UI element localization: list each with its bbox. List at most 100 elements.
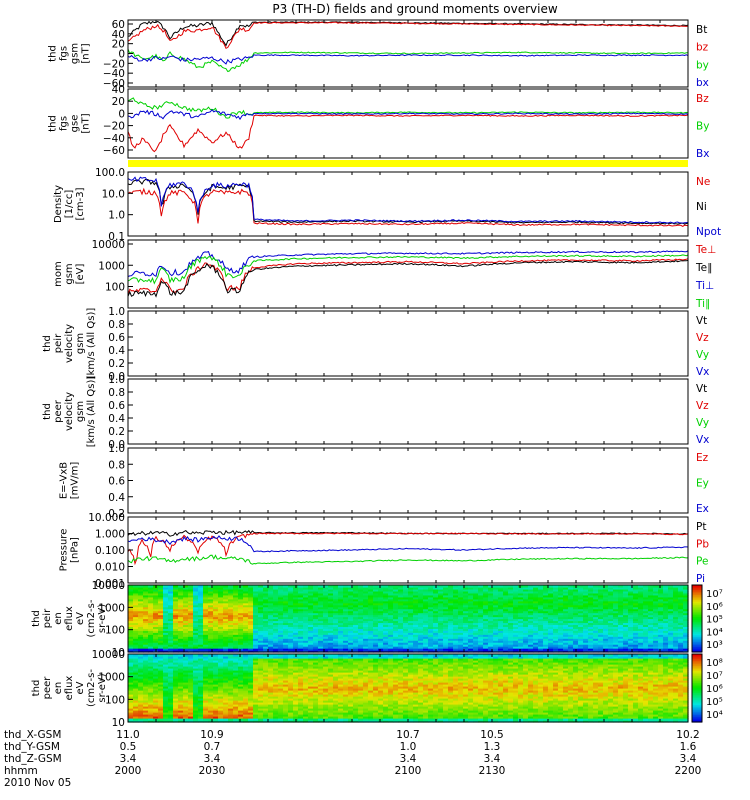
legend-y: by (696, 59, 709, 71)
y-tick-label: 0.0 (108, 371, 125, 383)
y-tick-label: 0.010 (95, 562, 125, 574)
y-axis-label: velocity (64, 392, 75, 431)
y-axis-label: sr-eV) (97, 673, 108, 702)
legend-vz: Vz (696, 400, 709, 412)
y-tick-label: 1.0 (108, 210, 125, 222)
y-axis-label: (cm2-s- (86, 669, 97, 707)
x-tick-label: 2100 (395, 765, 422, 777)
legend-y: Npot (696, 226, 721, 238)
y-tick-label: 0.6 (108, 332, 125, 344)
legend-z: Te∥ (695, 262, 712, 274)
legend-t: Ne (696, 176, 710, 188)
colorbar-tick-label: 10⁶ (706, 602, 723, 613)
y-tick-label: 10000 (92, 580, 125, 592)
y-tick-label: −60 (103, 78, 125, 90)
y-tick-label: 100 (105, 282, 125, 294)
legend-y: By (696, 121, 709, 133)
y-tick-label: −40 (103, 133, 125, 145)
y-axis-label: [nPa] (70, 537, 81, 563)
y-tick-label: 10 (112, 647, 125, 659)
x-tick-label: 0.7 (204, 741, 221, 753)
y-axis-label: thd (48, 115, 59, 132)
y-axis-label: peer (53, 399, 64, 423)
y-axis-label: E=-VxB (59, 462, 70, 499)
legend-t: Pt (696, 521, 706, 533)
y-tick-label: 1.000 (95, 529, 125, 541)
legend-vt: Vt (696, 383, 707, 395)
x-tick-label: 10.9 (200, 729, 223, 741)
x-tick-label: 11.0 (116, 729, 139, 741)
x-row-label: thd_Y-GSM (4, 741, 60, 753)
legend-ex: Ex (696, 503, 709, 515)
series-y-line (127, 554, 688, 565)
y-axis-label: eV (75, 612, 86, 625)
series-z-line (127, 21, 689, 49)
x-tick-label: 1.0 (400, 741, 417, 753)
y-tick-label: 100 (105, 694, 125, 706)
legend-ey: Ey (696, 478, 709, 490)
legend-z: bz (696, 42, 709, 54)
colorbar-tick-label: 10⁷ (706, 671, 723, 682)
legend-x: Bz (696, 93, 709, 105)
series-x-line (127, 254, 689, 285)
y-tick-label: 0.001 (95, 578, 125, 590)
legend-t: Bx (696, 148, 709, 160)
y-tick-label: −20 (103, 58, 125, 70)
x-row-label: thd_Z-GSM (4, 753, 62, 765)
series-x-line (127, 114, 689, 153)
legend-t: Bt (696, 24, 707, 36)
y-axis-label: [km/s (All Qs)] (86, 308, 97, 380)
x-tick-label: 3.4 (204, 753, 221, 765)
y-axis-label: gsm (64, 263, 75, 284)
y-axis-label: peer (42, 676, 53, 700)
y-tick-label: 0.0 (108, 439, 125, 451)
y-tick-label: 0.2 (108, 508, 125, 520)
y-tick-label: 0.8 (108, 319, 125, 331)
y-axis-label: eV (75, 681, 86, 694)
legend-x: bx (696, 77, 709, 89)
legend-vt: Vt (696, 315, 707, 327)
y-tick-label: 0.4 (108, 345, 125, 357)
y-axis-label: [km/s (All Qs)] (86, 376, 97, 448)
x-tick-label: 2130 (479, 765, 506, 777)
x-row-label: thd_X-GSM (4, 729, 61, 741)
y-tick-label: 1000 (98, 260, 125, 272)
y-axis-label: thd (31, 610, 42, 627)
series-z-line (127, 259, 689, 298)
y-axis-label: sr-eV) (97, 604, 108, 633)
legend-vy: Vy (696, 349, 709, 361)
y-tick-label: 0.6 (108, 476, 125, 488)
y-tick-label: 10000 (92, 649, 125, 661)
x-tick-label: 3.4 (484, 753, 501, 765)
y-axis-label: thd (42, 335, 53, 352)
y-axis-label: (cm2-s- (86, 599, 97, 637)
spectrogram-electron (128, 654, 689, 723)
series-y-line (127, 97, 689, 119)
y-tick-label: 100.0 (95, 167, 125, 179)
y-axis-label: mom (53, 261, 64, 287)
x-tick-label: 0.5 (120, 741, 137, 753)
legend-z: Pb (696, 538, 709, 550)
legend-ez: Ez (696, 452, 709, 464)
x-tick-label: 2000 (115, 765, 142, 777)
y-axis-label: [nT] (81, 113, 92, 133)
y-tick-label: 20 (112, 96, 125, 108)
y-tick-label: 1.0 (108, 374, 125, 386)
colorbar-tick-label: 10⁵ (706, 615, 723, 626)
x-tick-label: 3.4 (680, 753, 697, 765)
y-axis-label: [cm-3] (75, 187, 86, 220)
y-tick-label: 1.0 (108, 443, 125, 455)
x-tick-label: 3.4 (120, 753, 137, 765)
y-axis-label: peir (53, 333, 64, 353)
data-gap-bar (128, 160, 688, 167)
date-label: 2010 Nov 05 (4, 777, 71, 789)
panel-frame (127, 516, 689, 584)
panel-4: 10000 1000 100 mom gsm [eV] Te⊥ Te∥ Ti⊥ Ti∥ (53, 239, 716, 310)
y-tick-label: 40 (112, 29, 125, 41)
colorbar-tick-label: 10⁴ (706, 627, 723, 638)
y-tick-label: 1.0 (108, 306, 125, 318)
